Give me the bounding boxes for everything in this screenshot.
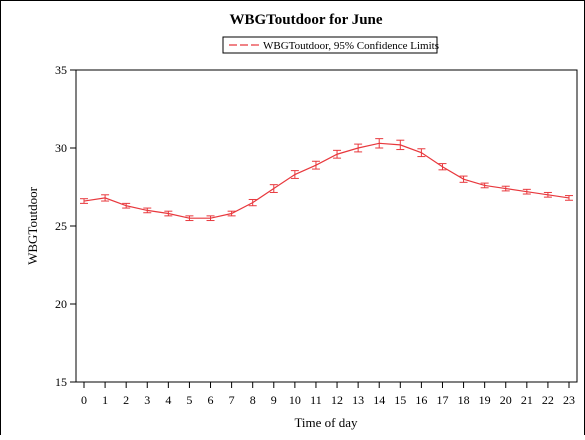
data-point <box>565 195 573 201</box>
y-tick-label: 35 <box>55 63 67 77</box>
legend-entry-label: WBGToutdoor, 95% Confidence Limits <box>263 40 439 52</box>
x-tick-label: 21 <box>521 393 533 407</box>
data-point <box>480 182 489 189</box>
data-point <box>354 143 363 153</box>
x-tick-label: 9 <box>271 393 277 407</box>
y-axis: 15 20 25 30 35 <box>55 63 76 389</box>
x-tick-label: 4 <box>165 393 171 407</box>
data-point <box>227 210 236 217</box>
x-tick-label: 10 <box>289 393 301 407</box>
x-axis: 0 1 2 3 4 5 6 7 8 9 10 11 12 13 14 15 16 17 18 19 20 21 22 23 <box>81 382 575 407</box>
x-tick-label: 12 <box>331 393 343 407</box>
x-tick-label: 16 <box>415 393 427 407</box>
x-axis-label: Time of day <box>294 415 358 430</box>
data-point <box>185 215 194 222</box>
data-point <box>522 188 531 195</box>
data-point <box>164 210 173 217</box>
x-tick-label: 3 <box>144 393 150 407</box>
x-tick-label: 6 <box>208 393 214 407</box>
data-point <box>311 160 320 170</box>
data-point <box>459 175 468 183</box>
x-tick-label: 2 <box>123 393 129 407</box>
data-point <box>396 139 405 151</box>
x-tick-label: 1 <box>102 393 108 407</box>
data-point <box>417 148 426 158</box>
data-point <box>122 202 131 209</box>
series-layer <box>80 138 573 222</box>
y-tick-label: 15 <box>55 375 67 389</box>
x-tick-label: 19 <box>479 393 491 407</box>
x-tick-label: 15 <box>394 393 406 407</box>
y-tick-label: 25 <box>55 219 67 233</box>
data-point <box>269 184 278 193</box>
x-tick-label: 14 <box>373 393 385 407</box>
y-tick-label: 20 <box>55 297 67 311</box>
series-line <box>83 142 570 219</box>
legend: WBGToutdoor, 95% Confidence Limits <box>222 36 439 54</box>
chart-title: WBGToutdoor for June <box>229 12 382 28</box>
data-point <box>501 185 510 192</box>
data-point <box>333 149 342 159</box>
data-point <box>206 215 215 222</box>
data-point <box>80 198 88 204</box>
data-point <box>375 138 384 149</box>
x-tick-label: 22 <box>542 393 554 407</box>
x-tick-label: 20 <box>500 393 512 407</box>
x-tick-label: 11 <box>310 393 322 407</box>
legend-box <box>222 36 438 54</box>
x-tick-label: 5 <box>186 393 192 407</box>
data-point <box>290 170 299 179</box>
x-tick-label: 18 <box>458 393 470 407</box>
data-point <box>248 198 257 207</box>
x-tick-label: 23 <box>563 393 575 407</box>
y-tick-label: 30 <box>55 141 67 155</box>
x-tick-label: 13 <box>352 393 364 407</box>
data-point <box>101 194 110 202</box>
x-tick-label: 17 <box>436 393 448 407</box>
data-point <box>438 163 447 171</box>
plot-area-frame <box>75 69 578 383</box>
x-tick-label: 8 <box>250 393 256 407</box>
x-tick-label: 7 <box>229 393 235 407</box>
data-point <box>143 207 152 214</box>
x-tick-label: 0 <box>81 393 87 407</box>
y-axis-label: WBGToutdoor <box>25 186 40 264</box>
data-point <box>543 191 552 198</box>
